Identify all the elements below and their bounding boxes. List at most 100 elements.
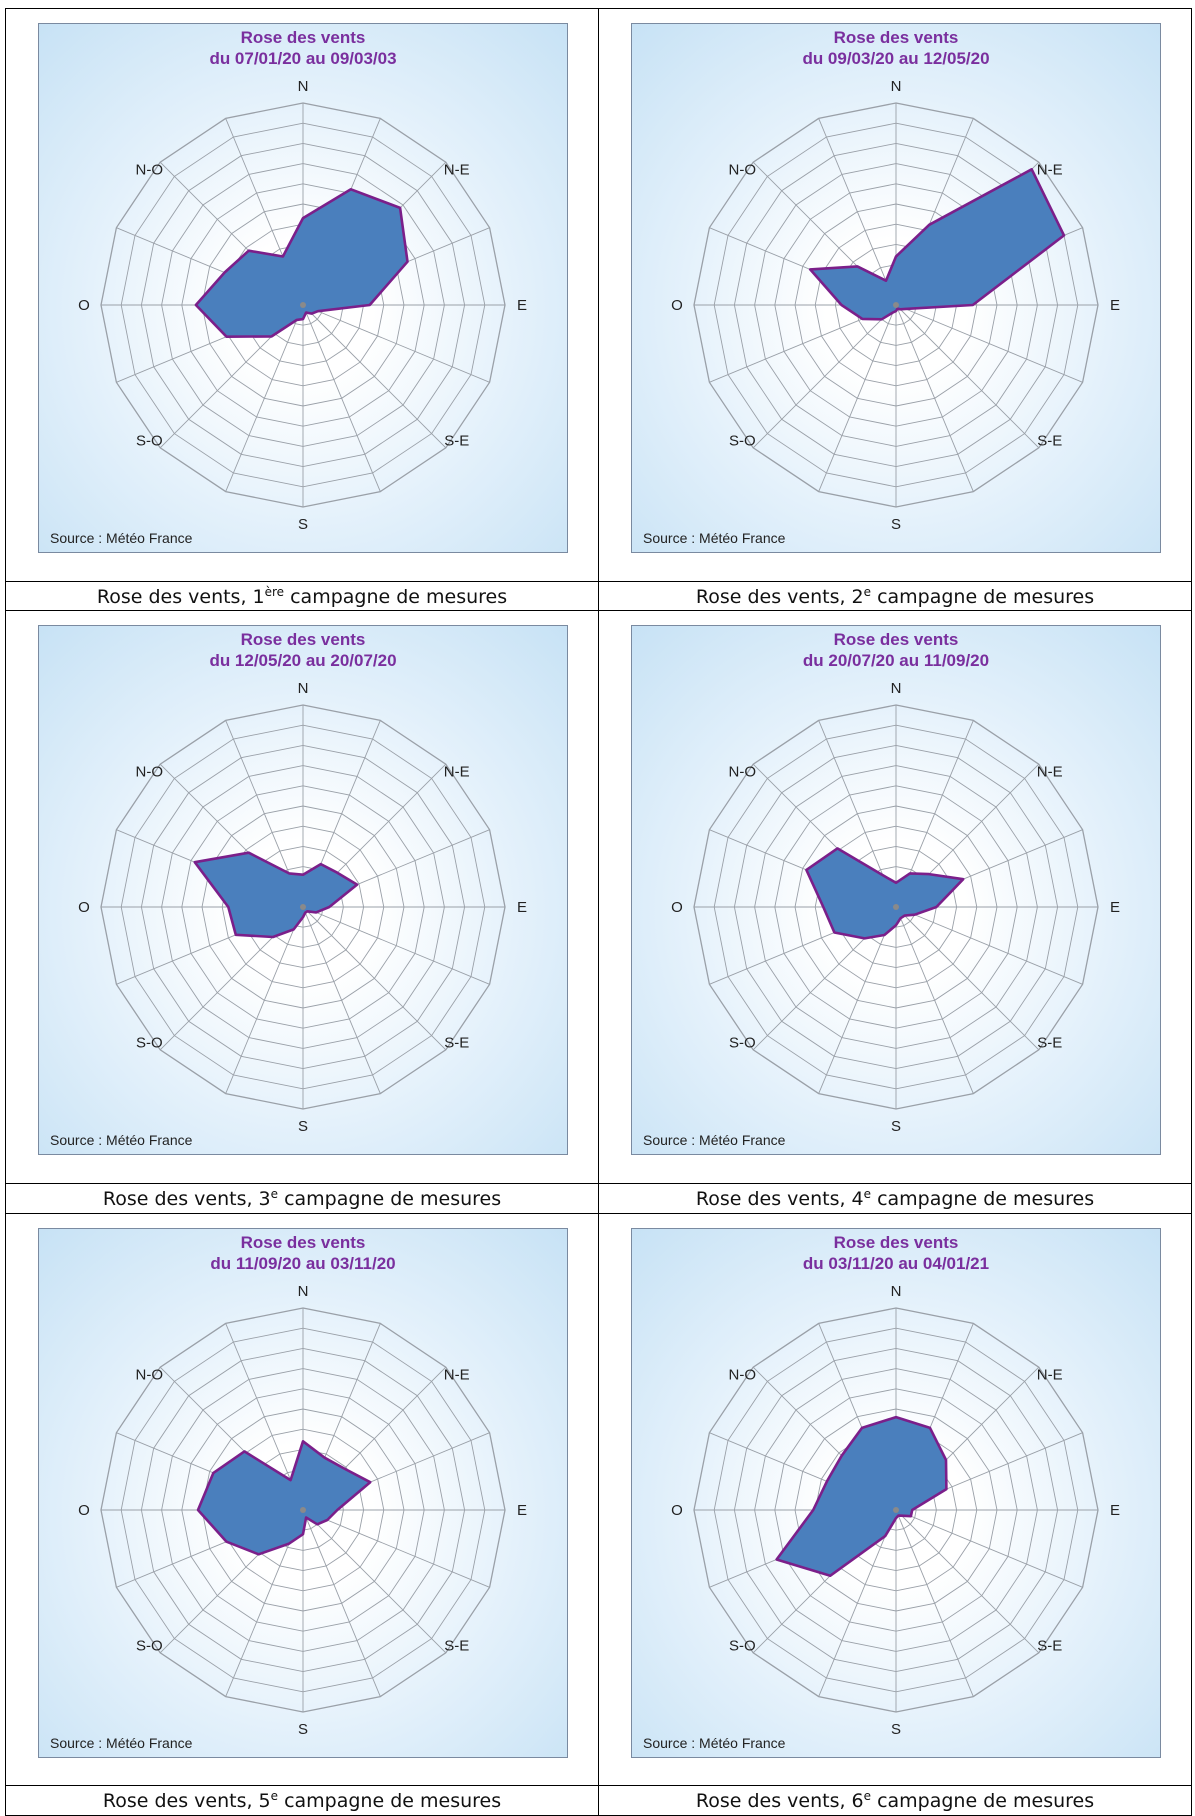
- chart-title: Rose des vents: [833, 1232, 959, 1252]
- chart-cell-4: Rose des vents du 20/07/20 au 11/09/20 N…: [598, 610, 1192, 1185]
- direction-label-n: N: [891, 78, 902, 95]
- grid-spoke: [225, 304, 304, 492]
- direction-label-o: O: [78, 899, 90, 916]
- chart-title: Rose des vents: [240, 1232, 366, 1252]
- grid-spoke: [818, 1509, 897, 1697]
- direction-label-n-e: N-E: [1037, 1366, 1063, 1383]
- wind-rose-chart-4: Rose des vents du 20/07/20 au 11/09/20 N…: [631, 625, 1161, 1156]
- direction-label-s-o: S-O: [136, 433, 163, 450]
- wind-rose-chart-6: Rose des vents du 03/11/20 au 04/01/21 N…: [631, 1227, 1161, 1758]
- grid-spoke: [895, 907, 974, 1095]
- grid-spoke: [302, 906, 490, 986]
- direction-label-s: S: [298, 1721, 308, 1738]
- grid-spoke: [895, 906, 1083, 986]
- direction-label-s-e: S-E: [1037, 1637, 1062, 1654]
- chart-cell-6: Rose des vents du 03/11/20 au 04/01/21 N…: [598, 1212, 1192, 1787]
- direction-label-n: N: [891, 680, 902, 697]
- wind-rose-svg: N N-E E S-E S S-O O N-O: [671, 1283, 1120, 1738]
- source-label: Source : Météo France: [50, 1132, 193, 1149]
- chart-cell-2: Rose des vents du 09/03/20 au 12/05/20 N…: [598, 8, 1192, 582]
- wind-rose-chart-1: Rose des vents du 07/01/20 au 09/03/03 N…: [38, 23, 568, 553]
- direction-label-n-e: N-E: [1037, 764, 1063, 781]
- direction-label-n-o: N-O: [136, 1366, 164, 1383]
- center-dot: [893, 1506, 899, 1513]
- wind-rose-grid: Rose des vents du 07/01/20 au 09/03/03 N…: [5, 8, 1192, 1816]
- direction-label-s: S: [891, 516, 901, 533]
- direction-label-s: S: [891, 1118, 901, 1135]
- chart-subtitle: du 20/07/20 au 11/09/20: [802, 651, 990, 671]
- grid-spoke: [302, 1509, 381, 1697]
- chart-cell-5: Rose des vents du 11/09/20 au 03/11/20 N…: [5, 1212, 599, 1787]
- grid-spoke: [225, 907, 304, 1095]
- grid-spoke: [818, 304, 897, 492]
- wind-rose-series: [805, 847, 965, 941]
- wind-rose-series: [775, 1415, 948, 1577]
- direction-label-n-o: N-O: [729, 161, 757, 178]
- grid-spoke: [752, 304, 897, 449]
- chart-title: Rose des vents: [833, 630, 959, 650]
- source-label: Source : Météo France: [643, 530, 786, 546]
- grid-spoke: [302, 907, 381, 1095]
- center-dot: [893, 904, 899, 911]
- direction-label-o: O: [78, 297, 90, 314]
- direction-label-o: O: [671, 297, 683, 314]
- direction-label-o: O: [671, 899, 683, 916]
- wind-rose-series: [194, 188, 409, 339]
- chart-cell-3: Rose des vents du 12/05/20 au 20/07/20 N…: [5, 610, 599, 1185]
- direction-label-s: S: [298, 1118, 308, 1135]
- direction-label-s-o: S-O: [729, 1637, 756, 1654]
- direction-label-e: E: [517, 899, 527, 916]
- caption-5: Rose des vents, 5e campagne de mesures: [5, 1785, 599, 1816]
- direction-label-n-e: N-E: [1037, 161, 1063, 178]
- caption-3: Rose des vents, 3e campagne de mesures: [5, 1183, 599, 1214]
- wind-rose-series: [196, 1439, 372, 1556]
- grid-spoke: [302, 1509, 490, 1588]
- direction-label-s-o: S-O: [729, 433, 756, 450]
- caption-4: Rose des vents, 4e campagne de mesures: [598, 1183, 1192, 1214]
- direction-label-n-e: N-E: [444, 764, 470, 781]
- source-label: Source : Météo France: [643, 1734, 786, 1751]
- source-label: Source : Météo France: [643, 1132, 786, 1149]
- direction-label-n: N: [298, 78, 309, 95]
- direction-label-n: N: [298, 1283, 309, 1300]
- direction-label-e: E: [1110, 297, 1120, 314]
- direction-label-s-e: S-E: [444, 1637, 469, 1654]
- wind-rose-chart-2: Rose des vents du 09/03/20 au 12/05/20 N…: [631, 23, 1161, 553]
- wind-rose-series: [808, 168, 1066, 321]
- wind-rose-chart-5: Rose des vents du 11/09/20 au 03/11/20 N…: [38, 1227, 568, 1758]
- caption-6: Rose des vents, 6e campagne de mesures: [598, 1785, 1192, 1816]
- source-label: Source : Météo France: [50, 530, 193, 546]
- source-label: Source : Météo France: [50, 1734, 193, 1751]
- grid-spoke: [818, 118, 897, 306]
- direction-label-s-o: S-O: [136, 1637, 163, 1654]
- chart-title: Rose des vents: [240, 28, 366, 47]
- direction-label-s-e: S-E: [444, 433, 469, 450]
- grid-spoke: [895, 1509, 974, 1697]
- grid-spoke: [895, 906, 1040, 1051]
- caption-2: Rose des vents, 2e campagne de mesures: [598, 580, 1192, 612]
- direction-label-s-e: S-E: [1037, 433, 1062, 450]
- direction-label-n-o: N-O: [136, 764, 164, 781]
- direction-label-s-o: S-O: [136, 1035, 163, 1052]
- grid-spoke: [895, 304, 974, 492]
- direction-label-s-e: S-E: [444, 1035, 469, 1052]
- wind-rose-svg: N N-E E S-E S S-O O N-O: [671, 680, 1120, 1135]
- direction-label-e: E: [517, 297, 527, 314]
- direction-label-s-e: S-E: [1037, 1035, 1062, 1052]
- center-dot: [300, 302, 306, 308]
- center-dot: [300, 904, 306, 911]
- direction-label-s: S: [891, 1721, 901, 1738]
- chart-title: Rose des vents: [833, 28, 959, 47]
- direction-label-s: S: [298, 516, 308, 533]
- direction-label-e: E: [517, 1502, 527, 1519]
- wind-rose-svg: N N-E E S-E S S-O O N-O: [78, 1283, 527, 1738]
- grid-spoke: [302, 906, 447, 1051]
- direction-label-n-o: N-O: [136, 161, 164, 178]
- grid-spoke: [895, 304, 1083, 383]
- grid-spoke: [895, 1509, 1040, 1653]
- wind-rose-svg: N N-E E S-E S S-O O N-O: [671, 78, 1120, 533]
- direction-label-e: E: [1110, 899, 1120, 916]
- direction-label-n-o: N-O: [729, 1366, 757, 1383]
- direction-label-o: O: [78, 1502, 90, 1519]
- direction-label-n: N: [891, 1283, 902, 1300]
